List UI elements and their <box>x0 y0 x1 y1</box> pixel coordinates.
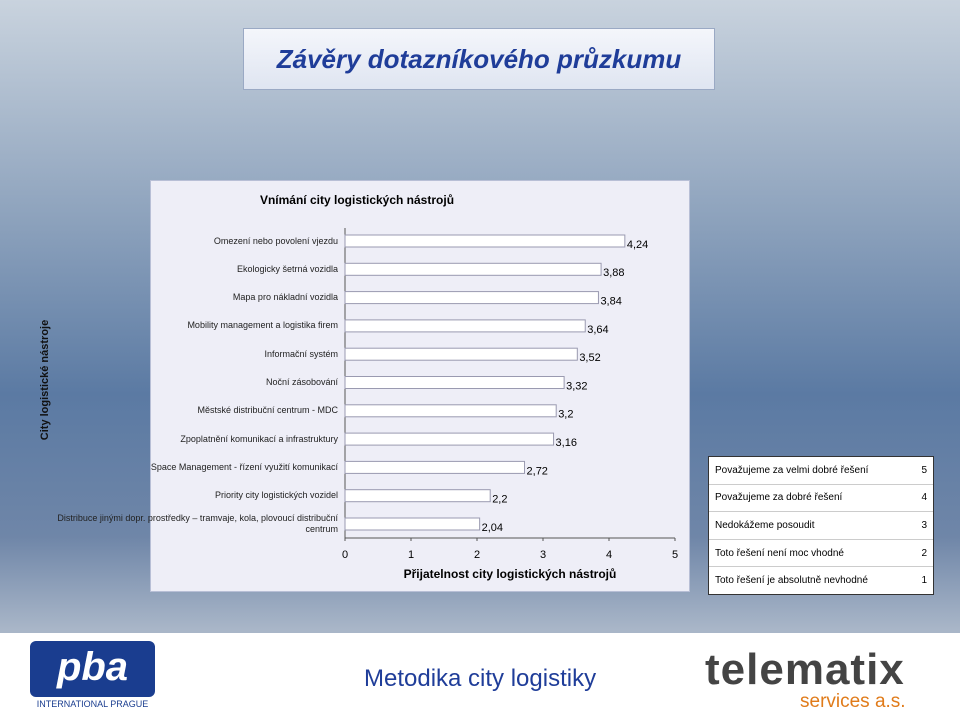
category-label: Omezení nebo povolení vjezdu <box>213 235 338 246</box>
bar <box>344 517 481 531</box>
category-label: Mobility management a logistika firem <box>187 320 338 331</box>
category-label: Ekologicky šetrná vozidla <box>236 263 338 274</box>
legend-value: 3 <box>921 519 927 531</box>
logo-box: pba <box>30 641 155 697</box>
value-label: 3,84 <box>600 296 621 308</box>
bar <box>344 347 578 361</box>
value-label: 3,64 <box>587 324 608 336</box>
category-label: Informační systém <box>264 348 338 359</box>
bar <box>344 376 565 389</box>
bar <box>344 489 491 503</box>
footer-title: Metodika city logistiky <box>364 665 597 692</box>
x-tick-label: 2 <box>474 549 480 561</box>
value-label: 3,32 <box>566 380 587 392</box>
bar <box>344 460 526 474</box>
legend-label: Považujeme za dobré řešení <box>715 492 843 504</box>
legend-row: Považujeme za velmi dobré řešení 5 <box>709 457 933 485</box>
bar <box>344 432 555 446</box>
legend-row: Toto řešení je absolutně nevhodné 1 <box>709 567 933 594</box>
slide-title: Závěry dotazníkového průzkumu <box>276 43 682 74</box>
category-label: Noční zásobování <box>265 377 338 387</box>
x-axis-title: Přijatelnost city logistických nástrojů <box>404 567 617 581</box>
logo-sub: INTERNATIONAL PRAGUE <box>36 699 149 709</box>
legend-value: 5 <box>921 464 927 476</box>
bar <box>344 262 602 276</box>
x-tick-label: 4 <box>606 549 612 561</box>
x-tick-label: 1 <box>408 549 414 561</box>
title-box: Závěry dotazníkového průzkumu <box>243 28 715 90</box>
value-label: 3,16 <box>556 437 577 449</box>
legend-label: Považujeme za velmi dobré řešení <box>715 464 869 476</box>
chart-title: Vnímání city logistických nástrojů <box>260 193 454 207</box>
value-label: 3,52 <box>579 352 600 364</box>
category-label: Distribuce jinými dopr. prostředky – tra… <box>57 513 338 534</box>
telematix-logo: telematix <box>705 645 905 694</box>
legend-label: Nedokážeme posoudit <box>715 519 815 531</box>
category-label: Priority city logistických vozidel <box>214 490 338 501</box>
legend-value: 4 <box>921 492 927 504</box>
legend-row: Toto řešení není moc vhodné 2 <box>709 540 933 568</box>
bar <box>344 319 586 333</box>
legend-value: 1 <box>921 575 927 587</box>
legend-row: Nedokážeme posoudit 3 <box>709 512 933 540</box>
x-tick-label: 3 <box>540 549 546 561</box>
legend-table: Považujeme za velmi dobré řešení 5 Považuj… <box>708 456 934 595</box>
footer: pba INTERNATIONAL PRAGUE Metodika city l… <box>0 633 960 716</box>
value-label: 2,72 <box>527 465 548 477</box>
logo-text: pba <box>56 645 129 689</box>
legend-label: Toto řešení je absolutně nevhodné <box>715 575 868 587</box>
x-tick-label: 0 <box>342 549 348 561</box>
bar <box>344 234 626 248</box>
value-label: 3,2 <box>558 409 573 421</box>
value-label: 3,88 <box>603 267 624 279</box>
value-label: 4,24 <box>627 239 648 251</box>
x-tick-label: 5 <box>672 549 678 561</box>
category-label: Space Management - řízení využití komuni… <box>150 461 338 472</box>
telematix-sub: services a.s. <box>800 691 906 712</box>
bar <box>344 404 557 418</box>
value-label: 2,04 <box>482 522 503 534</box>
legend-value: 2 <box>921 547 927 559</box>
legend-label: Toto řešení není moc vhodné <box>715 547 844 559</box>
category-label: Mapa pro nákladní vozidla <box>232 292 338 303</box>
legend-row: Považujeme za dobré řešení 4 <box>709 485 933 513</box>
bar <box>344 291 599 305</box>
category-label: Zpoplatnění komunikací a infrastruktury <box>180 433 338 444</box>
category-label: Městské distribuční centrum - MDC <box>197 405 338 416</box>
value-label: 2,2 <box>492 494 507 506</box>
